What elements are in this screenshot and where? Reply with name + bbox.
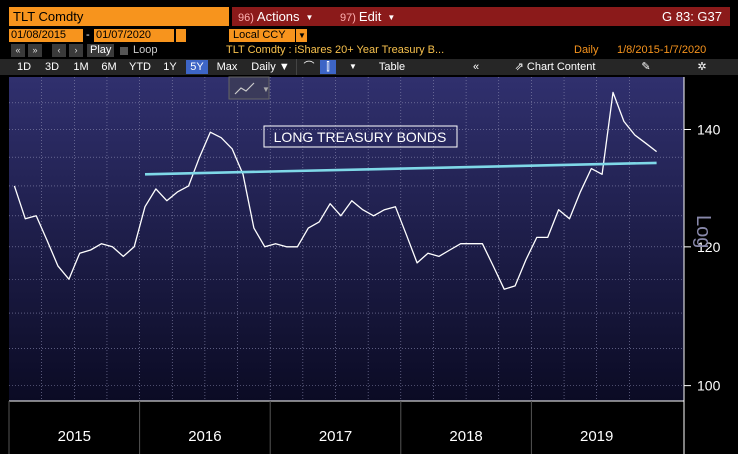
plot-area [9, 77, 684, 401]
trend-line [144, 161, 657, 176]
annotation-box: LONG TREASURY BONDS [263, 125, 458, 148]
ticker-field[interactable]: TLT Comdty [9, 7, 229, 26]
price-line [13, 91, 657, 290]
playback-row: « » ‹ › Play Loop TLT Comdty : iShares 2… [0, 43, 738, 59]
period-ytd[interactable]: YTD [129, 61, 151, 73]
x-tick-label: 2019 [580, 428, 613, 445]
line-chart-icon[interactable]: ⌒ [303, 61, 315, 73]
y-axis: 100 120 140 [683, 77, 721, 454]
currency-select[interactable]: Local CCY [229, 29, 295, 42]
period-max[interactable]: Max [216, 61, 238, 73]
x-axis: 2015 2016 2017 2018 2019 [8, 400, 684, 454]
step-back-icon[interactable]: ‹ [52, 44, 66, 57]
x-tick-label: 2015 [58, 428, 91, 445]
end-date-input[interactable]: 01/07/2020 [94, 29, 174, 42]
play-button[interactable]: Play [87, 44, 115, 57]
date-separator: - [86, 29, 90, 41]
rewind-icon[interactable]: « [11, 44, 25, 57]
chevron-down-icon: ▼ [387, 13, 396, 23]
title-bar: TLT Comdty 96) Actions ▼ 97) Edit ▼ G 83: G3… [0, 0, 738, 29]
y-axis-label: Log [692, 215, 714, 248]
frequency-select[interactable]: Daily ▼ [248, 60, 293, 74]
edit-menu-button[interactable]: 97) Edit ▼ [340, 9, 395, 24]
security-description: TLT Comdty : iShares 20+ Year Treasury B… [226, 44, 445, 56]
actions-menu-number: 96) [238, 12, 254, 24]
period-1m[interactable]: 1M [73, 61, 89, 73]
period-label: Daily [574, 44, 599, 56]
chevron-down-icon: ▼ [305, 13, 314, 23]
table-button[interactable]: Table [378, 61, 406, 73]
toolbar-divider [296, 59, 297, 75]
date-range-label: 1/8/2015-1/7/2020 [617, 44, 707, 56]
period-3d[interactable]: 3D [44, 61, 60, 73]
period-1y[interactable]: 1Y [163, 61, 177, 73]
series-layer [13, 91, 657, 290]
x-tick-label: 2018 [449, 428, 482, 445]
chevron-down-icon: ▼ [278, 61, 290, 73]
chart-content-icon: ⇗ [514, 61, 524, 73]
y-tick-label: 100 [697, 378, 721, 394]
loop-checkbox[interactable] [120, 47, 128, 55]
graph-code: G 83: G37 [662, 9, 722, 24]
period-1d[interactable]: 1D [16, 61, 32, 73]
annotation-border [263, 125, 458, 148]
edit-menu-label: Edit [358, 9, 382, 24]
chart-content-label: Chart Content [526, 61, 596, 73]
edit-menu-number: 97) [340, 12, 356, 24]
loop-label: Loop [133, 44, 158, 56]
line-chart-icon [234, 82, 255, 95]
chevron-down-icon: ▼ [262, 85, 270, 94]
y-tick-label: 120 [697, 239, 721, 255]
forward-icon[interactable]: » [28, 44, 42, 57]
collapse-icon[interactable]: « [472, 61, 480, 73]
edit-chart-icon[interactable]: ✎ [641, 61, 651, 73]
x-tick-label: 2016 [188, 428, 221, 445]
actions-menu-label: Actions [256, 9, 300, 24]
x-tick-label: 2017 [319, 428, 352, 445]
period-5y[interactable]: 5Y [186, 60, 208, 74]
chart-toolbar: 1D 3D 1M 6M YTD 1Y 5Y Max Daily ▼ ⌒ ⫿ ▼ … [0, 59, 738, 75]
chevron-down-icon[interactable]: ▼ [296, 29, 307, 42]
y-tick-label: 140 [697, 122, 721, 138]
chevron-down-icon[interactable]: ▼ [349, 62, 357, 71]
menu-bar [232, 7, 730, 26]
actions-menu-button[interactable]: 96) Actions ▼ [238, 9, 313, 24]
price-chart: 100 120 140 2015 2016 2017 2018 2019 LONG TREA… [0, 75, 738, 454]
step-forward-icon[interactable]: › [69, 44, 83, 57]
chart-content-button[interactable]: ⇗ Chart Content [510, 60, 600, 74]
gear-icon[interactable]: ✲ [697, 61, 707, 73]
gridlines [9, 77, 684, 401]
calendar-icon[interactable] [176, 29, 186, 42]
start-date-input[interactable]: 01/08/2015 [9, 29, 83, 42]
chart-svg: 100 120 140 2015 2016 2017 2018 2019 LONG TREA… [8, 76, 721, 454]
frequency-label: Daily [251, 61, 276, 73]
candle-chart-icon[interactable]: ⫿ [320, 60, 336, 74]
date-row: 01/08/2015 - 01/07/2020 Local CCY ▼ [0, 29, 738, 43]
annotation-text: LONG TREASURY BONDS [274, 129, 447, 145]
chart-type-picker[interactable]: ▼ [228, 76, 270, 100]
period-6m[interactable]: 6M [101, 61, 117, 73]
